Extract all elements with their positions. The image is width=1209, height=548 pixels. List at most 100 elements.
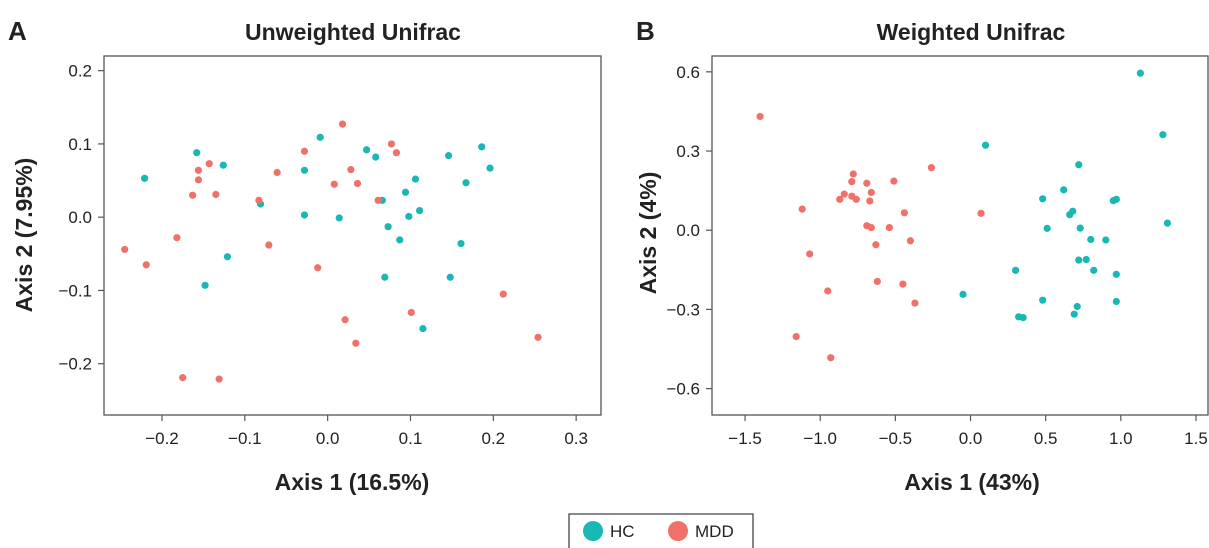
- x-tick-label-b: 1.5: [1184, 429, 1208, 448]
- point-hc-b: [981, 141, 990, 149]
- scatter-points-b: [756, 69, 1172, 362]
- x-tick-label-b: 1.0: [1109, 429, 1133, 448]
- point-mdd-a: [330, 180, 338, 188]
- point-hc-a: [140, 174, 149, 182]
- point-hc-b: [1136, 69, 1144, 77]
- point-hc-a: [419, 324, 427, 333]
- x-tick-label-a: 0.0: [316, 429, 340, 448]
- point-hc-a: [219, 161, 227, 169]
- point-hc-a: [381, 273, 389, 281]
- point-mdd-b: [900, 209, 908, 217]
- point-mdd-a: [534, 333, 542, 341]
- chart-title-b: Weighted Unifrac: [877, 19, 1066, 45]
- point-mdd-a: [338, 120, 347, 128]
- point-hc-a: [384, 223, 392, 231]
- x-tick-label-a: 0.3: [564, 429, 588, 448]
- y-tick-label-b: 0.0: [676, 221, 700, 240]
- point-mdd-b: [885, 223, 893, 232]
- point-mdd-a: [255, 196, 263, 204]
- point-mdd-a: [273, 168, 281, 177]
- point-mdd-b: [849, 170, 857, 178]
- point-hc-b: [1043, 224, 1051, 232]
- point-mdd-b: [927, 164, 936, 172]
- point-hc-b: [1163, 219, 1172, 227]
- point-mdd-b: [836, 195, 844, 203]
- point-hc-a: [223, 253, 232, 261]
- point-mdd-b: [792, 333, 800, 341]
- x-tick-label-a: 0.2: [481, 429, 505, 448]
- legend-swatch-mdd: [668, 521, 688, 541]
- x-axis-label-b: Axis 1 (43%): [904, 469, 1040, 495]
- point-hc-a: [300, 211, 309, 219]
- point-mdd-a: [407, 308, 415, 317]
- point-mdd-b: [873, 277, 881, 286]
- point-hc-a: [462, 179, 470, 187]
- y-tick-label-b: 0.3: [676, 142, 700, 161]
- plot-area-a: [103, 55, 602, 416]
- x-tick-label-a: −0.2: [145, 429, 179, 448]
- point-mdd-a: [392, 149, 401, 157]
- x-tick-label-b: −1.5: [728, 429, 762, 448]
- point-mdd-a: [189, 191, 197, 199]
- y-tick-label-a: 0.0: [68, 208, 92, 227]
- point-mdd-b: [848, 178, 856, 186]
- y-tick-label-b: −0.6: [666, 380, 700, 399]
- y-tick-label-b: 0.6: [676, 63, 700, 82]
- point-hc-b: [1082, 255, 1090, 264]
- y-tick-label-b: −0.3: [666, 300, 700, 319]
- point-mdd-a: [205, 160, 213, 168]
- point-mdd-a: [353, 179, 362, 188]
- point-hc-a: [362, 146, 371, 154]
- point-hc-a: [300, 166, 309, 174]
- point-hc-b: [1112, 297, 1120, 306]
- panel-b-weighted-unifrac: B Weighted Unifrac −1.5 −1.0 −0.5 0.0 0.5 1.0…: [635, 16, 1209, 495]
- point-hc-b: [1102, 236, 1110, 244]
- y-tick-label-a: 0.1: [68, 135, 92, 154]
- point-hc-b: [1087, 235, 1095, 244]
- y-tick-label-a: −0.1: [58, 281, 92, 300]
- point-hc-b: [1012, 266, 1020, 274]
- axis-ticks-a: −0.2 −0.1 0.0 0.1 0.2 0.3 0.2 0.1 0.0 −0.1 −0.2: [58, 62, 588, 448]
- y-axis-label-a: Axis 2 (7.95%): [11, 158, 37, 313]
- point-mdd-a: [314, 264, 322, 272]
- point-hc-b: [1159, 131, 1167, 139]
- point-mdd-a: [173, 234, 181, 242]
- point-mdd-a: [194, 166, 203, 174]
- x-tick-label-a: −0.1: [228, 429, 262, 448]
- point-mdd-a: [194, 176, 203, 184]
- point-hc-b: [1066, 211, 1074, 219]
- point-hc-a: [446, 273, 454, 281]
- point-mdd-a: [387, 140, 396, 148]
- x-tick-label-b: −1.0: [803, 429, 837, 448]
- x-axis-label-a: Axis 1 (16.5%): [275, 469, 430, 495]
- point-hc-a: [396, 236, 404, 244]
- point-mdd-b: [866, 197, 874, 205]
- point-hc-b: [1039, 195, 1047, 203]
- point-hc-b: [1090, 266, 1098, 274]
- scatter-points-a: [121, 120, 542, 383]
- point-mdd-a: [347, 165, 355, 174]
- point-hc-a: [201, 281, 209, 289]
- point-mdd-b: [756, 112, 764, 121]
- point-mdd-b: [824, 287, 832, 295]
- point-mdd-b: [806, 250, 814, 258]
- point-mdd-b: [911, 299, 919, 307]
- point-mdd-b: [899, 280, 907, 288]
- point-hc-b: [1039, 296, 1047, 304]
- x-tick-label-a: 0.1: [399, 429, 423, 448]
- point-mdd-b: [890, 177, 898, 185]
- point-hc-a: [415, 206, 424, 215]
- panel-a-unweighted-unifrac: A Unweighted Unifrac −0.2 −0.1 0.0 0.1 0.2 0.…: [8, 16, 602, 495]
- point-mdd-a: [265, 241, 273, 249]
- legend-box: [568, 513, 754, 548]
- point-mdd-a: [374, 196, 382, 204]
- point-hc-a: [444, 152, 453, 160]
- point-mdd-b: [863, 179, 871, 187]
- point-mdd-b: [798, 205, 806, 213]
- chart-title-a: Unweighted Unifrac: [245, 19, 461, 45]
- legend: HC MDD: [568, 513, 754, 548]
- legend-swatch-hc: [583, 521, 603, 541]
- point-hc-b: [1076, 224, 1084, 232]
- panel-letter-b: B: [636, 16, 655, 46]
